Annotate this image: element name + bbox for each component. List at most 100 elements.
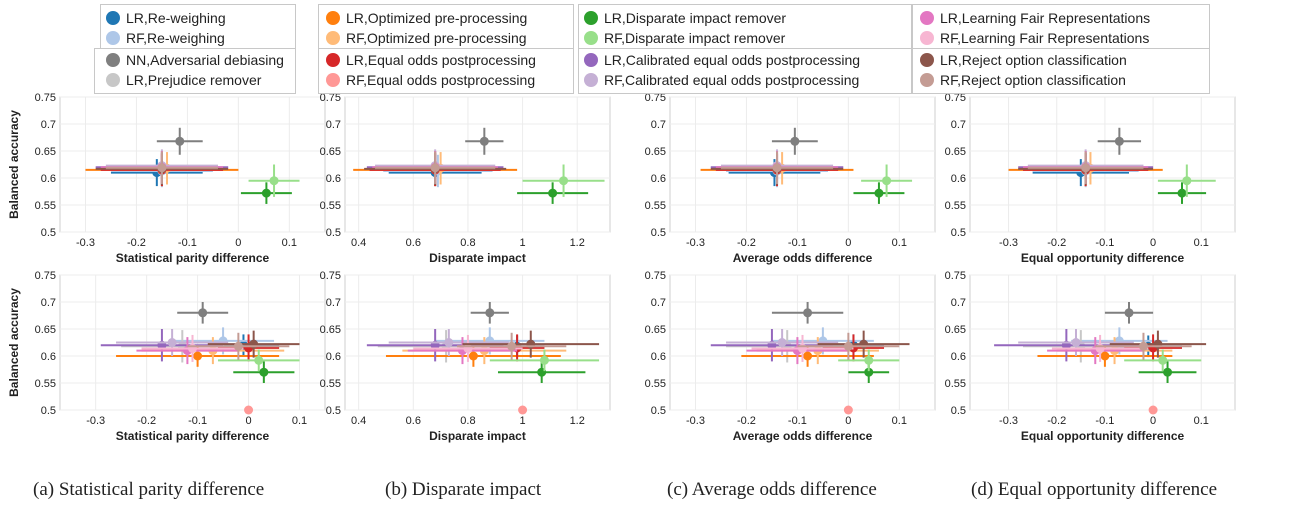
legend-entry: LR,Learning Fair Representations — [920, 8, 1151, 28]
scatter-plot: 0.5 0.55 0.6 0.65 0.7 0.75 0.4 0.6 0.8 1 1.2 Dispar… — [320, 92, 611, 265]
x-axis-label: Disparate impact — [429, 429, 526, 443]
x-tick-label: 1 — [520, 237, 526, 249]
x-tick-label: -0.3 — [999, 237, 1018, 249]
legend-label: RF,Calibrated equal odds postprocessing — [604, 72, 860, 88]
y-tick-label: 0.75 — [320, 270, 341, 282]
data-point — [874, 188, 884, 198]
y-tick-label: 0.65 — [945, 146, 966, 158]
y-tick-label: 0.55 — [645, 378, 666, 390]
legend-marker — [920, 53, 934, 67]
x-tick-label: -0.3 — [686, 415, 705, 427]
y-tick-label: 0.65 — [645, 146, 666, 158]
y-tick-label: 0.55 — [645, 200, 666, 212]
y-tick-label: 0.75 — [35, 270, 56, 282]
x-axis-label: Statistical parity difference — [116, 429, 270, 443]
y-tick-label: 0.65 — [645, 324, 666, 336]
plot-area — [59, 96, 326, 233]
data-point — [803, 351, 813, 361]
x-axis-label: Equal opportunity difference — [1021, 429, 1185, 443]
legend-marker — [920, 73, 934, 87]
legend-entry: RF,Disparate impact remover — [584, 28, 786, 48]
y-tick-label: 0.7 — [41, 119, 56, 131]
legend-entry: RF,Optimized pre-processing — [326, 28, 527, 48]
y-tick-label: 0.5 — [326, 227, 341, 239]
data-point — [233, 341, 243, 351]
caption-c: (c) Average odds difference — [667, 479, 877, 500]
x-tick-label: 0 — [235, 237, 241, 249]
y-axis-label: Balanced accuracy — [7, 288, 21, 397]
data-point — [269, 176, 279, 186]
caption-a: (a) Statistical parity difference — [33, 479, 265, 500]
legend-entry: LR,Disparate impact remover — [584, 8, 787, 28]
x-tick-label: -0.2 — [1047, 237, 1066, 249]
data-point — [198, 308, 208, 318]
x-tick-label: -0.1 — [1095, 415, 1114, 427]
x-axis-label: Statistical parity difference — [116, 251, 270, 265]
x-tick-label: -0.3 — [86, 415, 105, 427]
x-tick-label: 0 — [845, 237, 851, 249]
legend-label: LR,Learning Fair Representations — [940, 10, 1151, 26]
y-tick-label: 0.55 — [35, 378, 56, 390]
y-tick-label: 0.55 — [320, 200, 341, 212]
legend-entry: LR,Calibrated equal odds postprocessing — [584, 50, 861, 70]
data-point — [430, 163, 440, 173]
data-point — [259, 367, 269, 377]
legend-entry: LR,Re-weighing — [106, 8, 226, 28]
legend-entry: LR,Optimized pre-processing — [326, 8, 528, 28]
x-tick-label: 1 — [520, 415, 526, 427]
plot-area — [669, 96, 936, 233]
data-point — [1138, 341, 1148, 351]
legend-label: RF,Re-weighing — [126, 30, 225, 46]
data-point — [157, 163, 167, 173]
y-tick-label: 0.65 — [945, 324, 966, 336]
legend-marker — [326, 73, 340, 87]
y-tick-label: 0.75 — [645, 270, 666, 282]
x-tick-label: -0.1 — [1095, 237, 1114, 249]
legend-entry: RF,Learning Fair Representations — [920, 28, 1150, 48]
y-tick-label: 0.65 — [35, 324, 56, 336]
data-point — [843, 405, 853, 415]
legend-entry: LR,Equal odds postprocessing — [326, 50, 536, 70]
caption-d: (d) Equal opportunity difference — [971, 479, 1218, 500]
x-tick-label: -0.2 — [737, 237, 756, 249]
legend-marker — [326, 53, 340, 67]
y-tick-label: 0.5 — [41, 405, 56, 417]
y-tick-label: 0.6 — [326, 173, 341, 185]
data-point — [777, 338, 787, 347]
data-point — [1158, 355, 1168, 365]
data-point — [507, 341, 517, 351]
legend-marker — [106, 31, 120, 45]
x-tick-label: -0.2 — [1047, 415, 1066, 427]
data-point — [1124, 308, 1134, 318]
y-tick-label: 0.75 — [945, 270, 966, 282]
data-point — [864, 355, 874, 365]
data-point — [1148, 405, 1158, 415]
data-point — [539, 355, 549, 365]
scatter-plot: 0.5 0.55 0.6 0.65 0.7 0.75 -0.3 -0.2 -0.1 0 0.1 Equ… — [945, 92, 1236, 265]
x-tick-label: 0 — [1150, 237, 1156, 249]
legend-marker — [106, 11, 120, 25]
x-tick-label: 0.1 — [892, 415, 907, 427]
x-axis-label: Disparate impact — [429, 251, 526, 265]
y-tick-label: 0.5 — [41, 227, 56, 239]
data-point — [468, 351, 478, 361]
legend-label: NN,Adversarial debiasing — [126, 52, 284, 68]
data-point — [548, 188, 558, 198]
data-point — [261, 188, 271, 198]
data-point — [1081, 163, 1091, 173]
y-tick-label: 0.6 — [41, 351, 56, 363]
legend-marker — [920, 31, 934, 45]
y-tick-label: 0.5 — [951, 405, 966, 417]
x-tick-label: -0.1 — [788, 415, 807, 427]
y-tick-label: 0.7 — [951, 297, 966, 309]
plot-area — [969, 96, 1236, 233]
legend-label: LR,Optimized pre-processing — [346, 10, 528, 26]
data-point — [559, 176, 569, 186]
x-tick-label: 0.1 — [1194, 237, 1209, 249]
legend-entry: LR,Reject option classification — [920, 50, 1127, 70]
y-tick-label: 0.75 — [35, 92, 56, 104]
scatter-plot: 0.5 0.55 0.6 0.65 0.7 0.75 -0.3 -0.2 -0.1 0 0.1 Sta… — [7, 270, 326, 443]
x-tick-label: -0.1 — [788, 237, 807, 249]
data-point — [1182, 176, 1192, 186]
y-tick-label: 0.75 — [645, 92, 666, 104]
